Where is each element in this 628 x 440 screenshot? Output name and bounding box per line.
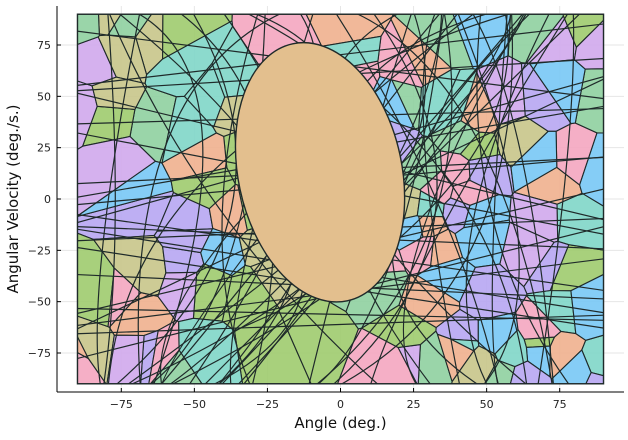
- boundary-curve: [316, 14, 453, 384]
- y-tick-label: 25: [37, 142, 51, 155]
- region-frame: [76, 13, 605, 385]
- y-tick-labels: −75 −50 −25 0 25 50 75: [28, 39, 51, 360]
- partition-cell: [398, 235, 435, 277]
- boundary-curve: [340, 14, 514, 384]
- boundary-curve: [476, 14, 570, 384]
- boundary-line: [77, 314, 604, 335]
- x-tick-label: −50: [183, 398, 206, 411]
- axes: [56, 6, 624, 393]
- partition-cell: [106, 334, 145, 384]
- boundary-curve: [332, 14, 438, 384]
- boundary-curve: [317, 14, 444, 384]
- boundary-curve: [96, 14, 141, 384]
- boundary-curve: [138, 14, 204, 384]
- boundary-curve: [422, 14, 461, 384]
- boundary-curve: [335, 14, 499, 384]
- partition-cell: [551, 349, 592, 384]
- x-tick-label: −25: [256, 398, 279, 411]
- y-tick-label: −75: [28, 347, 51, 360]
- boundary-curve: [159, 14, 475, 384]
- boundary-curve: [221, 14, 512, 384]
- y-tick-label: 50: [37, 90, 51, 103]
- y-tick-label: 0: [44, 193, 51, 206]
- x-tick-label: 75: [553, 398, 567, 411]
- boundary-curve: [491, 14, 508, 384]
- boundary-curve: [107, 14, 511, 384]
- boundary-curve: [537, 14, 575, 384]
- boundary-curve: [457, 14, 520, 384]
- x-tick-label: 50: [480, 398, 494, 411]
- y-tick-label: 75: [37, 39, 51, 52]
- central-region: [234, 41, 406, 303]
- boundary-curve: [370, 14, 569, 384]
- partition-cell: [510, 130, 558, 193]
- x-tick-label: −75: [110, 398, 133, 411]
- boundary-curve: [103, 14, 116, 384]
- central-region-layer: [234, 41, 406, 303]
- partition-cell: [91, 76, 148, 110]
- boundary-curve: [108, 14, 379, 384]
- x-axis-label: Angle (deg.): [294, 414, 386, 432]
- boundary-curve: [356, 14, 553, 384]
- partition-cell: [161, 95, 218, 164]
- boundary-curve: [221, 14, 259, 384]
- y-tick-label: −50: [28, 296, 51, 309]
- boundary-curve: [116, 14, 237, 384]
- y-axis-label: Angular Velocity (deg./s.): [4, 104, 22, 293]
- boundary-curve: [402, 14, 525, 384]
- x-tick-label: 25: [407, 398, 421, 411]
- y-tick-label: −25: [28, 244, 51, 257]
- region-border: [76, 13, 605, 385]
- x-tick-label: 0: [337, 398, 344, 411]
- x-tick-labels: −75 −50 −25 0 25 50 75: [110, 398, 567, 411]
